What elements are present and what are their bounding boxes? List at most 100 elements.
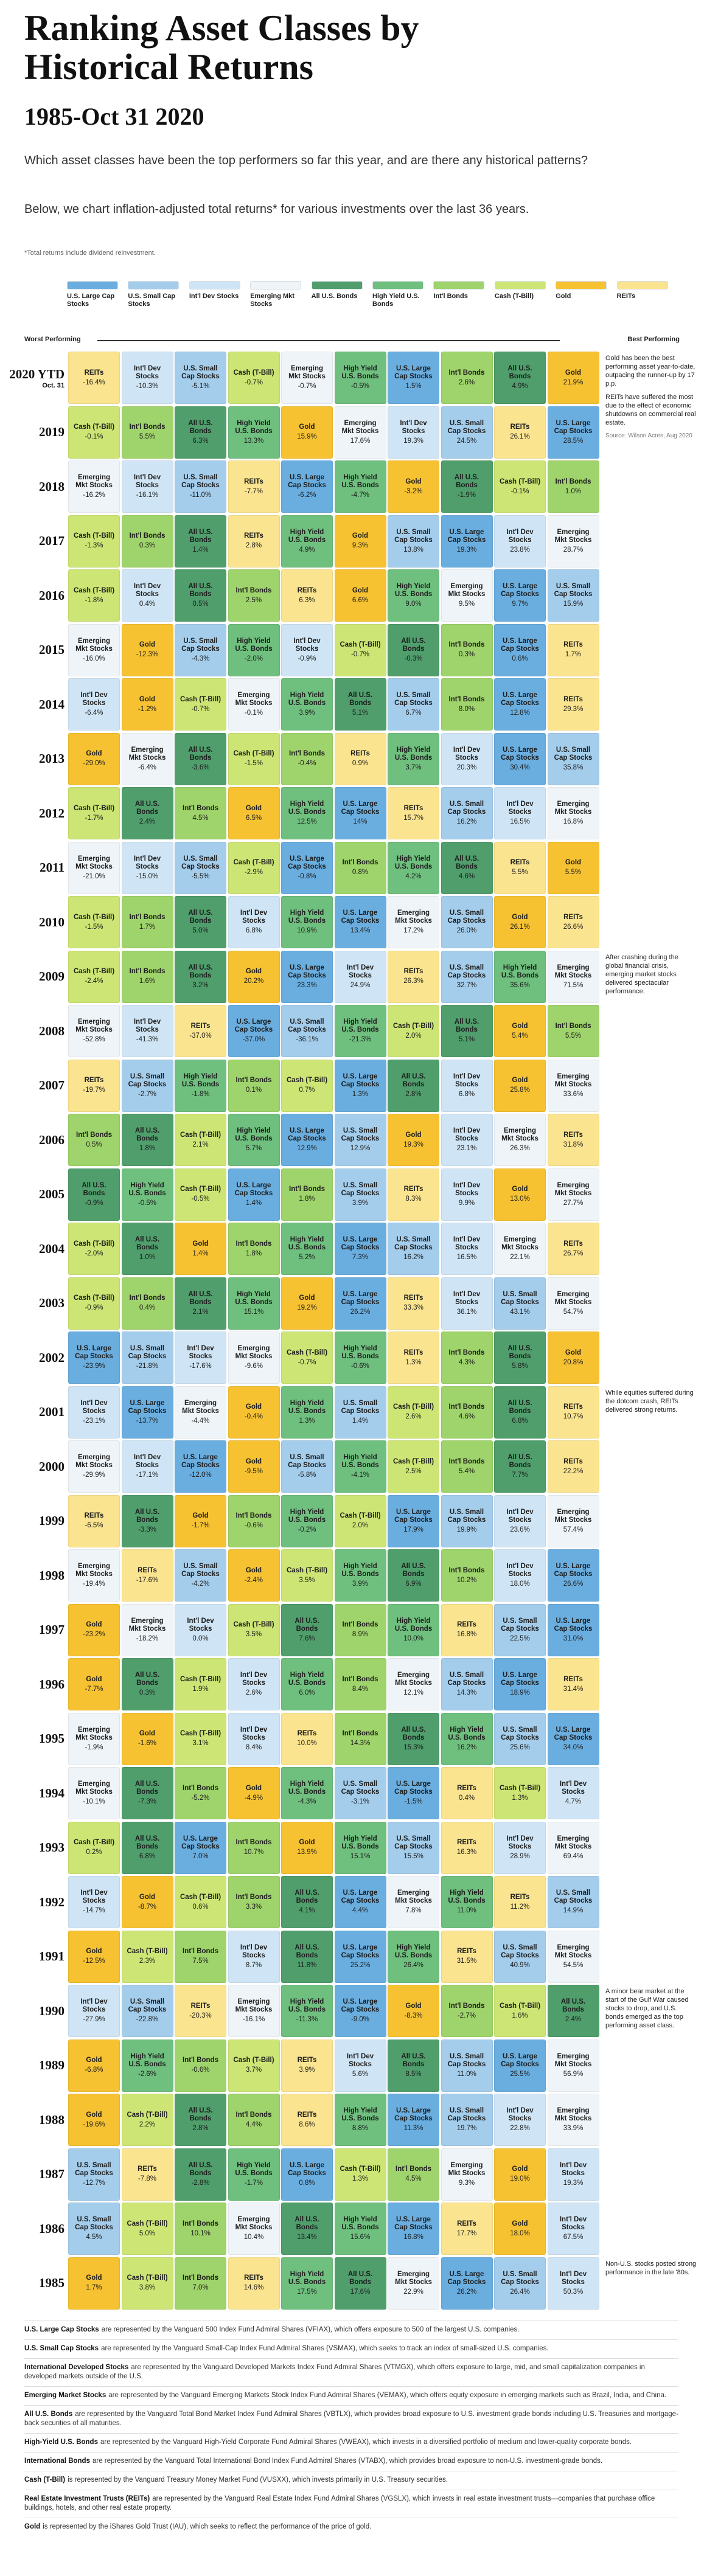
asset-name: REITs bbox=[563, 913, 583, 921]
year-label: 2004 bbox=[39, 1241, 64, 1256]
asset-cell: All U.S. Bonds 5.0% bbox=[175, 896, 226, 948]
asset-cell: Int'l Bonds 7.0% bbox=[175, 2257, 226, 2310]
asset-name: All U.S. Bonds bbox=[188, 1290, 213, 1306]
asset-cell: Gold 1.4% bbox=[175, 1223, 226, 1275]
asset-return: 4.5% bbox=[86, 2234, 102, 2241]
asset-return: 33.6% bbox=[563, 1090, 584, 1098]
asset-name: All U.S. Bonds bbox=[134, 1672, 160, 1687]
asset-return: 26.4% bbox=[403, 1961, 423, 1969]
asset-name: Int'l Bonds bbox=[448, 641, 485, 648]
asset-cell: Gold -1.6% bbox=[121, 1712, 173, 1765]
asset-return: 2.8% bbox=[405, 1090, 422, 1098]
asset-cell: REITs 1.3% bbox=[388, 1331, 439, 1384]
asset-name: U.S. Small Cap Stocks bbox=[341, 1181, 380, 1197]
asset-return: -0.4% bbox=[244, 1413, 263, 1420]
year-note: Oct. 31 bbox=[42, 381, 64, 389]
asset-cell: REITs 29.3% bbox=[547, 678, 599, 731]
asset-cell: REITs -7.7% bbox=[228, 460, 280, 513]
asset-cell: Emerging Mkt Stocks 28.7% bbox=[547, 515, 599, 568]
asset-return: 6.5% bbox=[245, 814, 262, 822]
asset-cell: High Yield U.S. Bonds -4.1% bbox=[334, 1440, 386, 1493]
asset-return: 7.6% bbox=[299, 1634, 315, 1642]
asset-name: All U.S. Bonds bbox=[188, 909, 213, 925]
asset-cell: Gold 19.3% bbox=[388, 1114, 439, 1166]
asset-cell: Int'l Dev Stocks 2.6% bbox=[228, 1658, 280, 1710]
asset-cell: U.S. Large Cap Stocks 1.4% bbox=[228, 1168, 280, 1221]
asset-name: REITs bbox=[457, 1621, 476, 1628]
asset-cell: High Yield U.S. Bonds 15.6% bbox=[334, 2203, 386, 2255]
asset-cell: All U.S. Bonds -0.9% bbox=[68, 1168, 120, 1221]
legend-item: High Yield U.S. Bonds bbox=[372, 281, 431, 308]
asset-cell: Int'l Bonds 10.7% bbox=[228, 1821, 280, 1874]
asset-cell: Emerging Mkt Stocks -0.1% bbox=[228, 678, 280, 731]
asset-name: Int'l Bonds bbox=[448, 1566, 485, 1574]
asset-name: U.S. Small Cap Stocks bbox=[554, 1889, 593, 1904]
asset-cell: U.S. Small Cap Stocks 6.7% bbox=[388, 678, 439, 731]
legend-swatch bbox=[494, 281, 546, 290]
asset-return: -21.0% bbox=[83, 872, 105, 880]
asset-name: High Yield U.S. Bonds bbox=[288, 528, 326, 544]
asset-cell: Gold 13.9% bbox=[281, 1821, 333, 1874]
asset-cell: REITs 17.7% bbox=[441, 2203, 493, 2255]
asset-name: All U.S. Bonds bbox=[294, 1617, 319, 1633]
asset-name: Emerging Mkt Stocks bbox=[75, 1780, 113, 1796]
asset-name: U.S. Small Cap Stocks bbox=[181, 1563, 220, 1578]
asset-name: Emerging Mkt Stocks bbox=[395, 1672, 432, 1687]
asset-return: 26.2% bbox=[350, 1308, 371, 1316]
asset-cell: REITs -37.0% bbox=[175, 1005, 226, 1057]
legend-swatch bbox=[189, 281, 240, 290]
asset-name: U.S. Large Cap Stocks bbox=[341, 1236, 380, 1251]
year-row: 1993 Cash (T-Bill) 0.2% All U.S. Bonds 6.8% U… bbox=[0, 1821, 704, 1876]
asset-cell: REITs 26.3% bbox=[388, 950, 439, 1003]
asset-cell: U.S. Small Cap Stocks -21.8% bbox=[121, 1331, 173, 1384]
asset-cell: Cash (T-Bill) 0.6% bbox=[175, 1876, 226, 1928]
asset-cell: Int'l Dev Stocks 4.7% bbox=[547, 1767, 599, 1819]
asset-return: 12.5% bbox=[297, 818, 317, 825]
asset-cell: All U.S. Bonds 13.4% bbox=[281, 2203, 333, 2255]
asset-cell: U.S. Small Cap Stocks -3.1% bbox=[334, 1767, 386, 1819]
annotation-text: While equities suffered during the dotco… bbox=[605, 1389, 694, 1414]
asset-name: Int'l Bonds bbox=[129, 1294, 166, 1302]
asset-cell: Cash (T-Bill) 0.7% bbox=[281, 1059, 333, 1112]
asset-return: -0.3% bbox=[404, 654, 423, 662]
asset-name: Emerging Mkt Stocks bbox=[554, 2052, 592, 2068]
asset-cell: High Yield U.S. Bonds 10.0% bbox=[388, 1603, 439, 1656]
asset-return: 1.6% bbox=[512, 2012, 528, 2019]
asset-cell: Int'l Bonds 0.3% bbox=[441, 623, 493, 676]
asset-return: 57.4% bbox=[563, 1526, 584, 1533]
asset-return: 4.6% bbox=[458, 872, 475, 880]
asset-name: High Yield U.S. Bonds bbox=[235, 637, 273, 653]
asset-name: Int'l Bonds bbox=[448, 2002, 485, 2010]
year: 2008 bbox=[5, 1005, 64, 1057]
asset-return: 25.6% bbox=[510, 1743, 530, 1751]
year: 1995 bbox=[5, 1713, 64, 1765]
asset-name: U.S. Small Cap Stocks bbox=[501, 1726, 539, 1741]
asset-name: U.S. Small Cap Stocks bbox=[447, 800, 486, 816]
asset-name: Int'l Dev Stocks bbox=[346, 963, 374, 979]
asset-cell: Int'l Dev Stocks 8.7% bbox=[228, 1930, 280, 1983]
asset-name: U.S. Large Cap Stocks bbox=[181, 1835, 220, 1850]
asset-name: All U.S. Bonds bbox=[134, 1508, 160, 1524]
asset-cell: All U.S. Bonds -2.8% bbox=[175, 2148, 226, 2201]
year: 1999 bbox=[5, 1495, 64, 1547]
asset-return: -16.4% bbox=[83, 378, 105, 386]
asset-return: 2.4% bbox=[139, 818, 156, 825]
asset-return: 13.4% bbox=[297, 2234, 317, 2241]
asset-name: U.S. Small Cap Stocks bbox=[341, 1399, 380, 1415]
year-label: 2000 bbox=[39, 1459, 64, 1474]
asset-name: High Yield U.S. Bonds bbox=[128, 2052, 166, 2068]
asset-return: 6.8% bbox=[512, 1417, 528, 1425]
asset-cell: Int'l Bonds -0.6% bbox=[175, 2039, 226, 2092]
annotation-text: Gold has been the best performing asset … bbox=[605, 355, 695, 387]
year: 1985 bbox=[5, 2257, 64, 2310]
asset-return: 4.4% bbox=[245, 2120, 262, 2128]
asset-return: 1.3% bbox=[299, 1417, 315, 1425]
year-row: 1995 Emerging Mkt Stocks -1.9% Gold -1.6% Cas… bbox=[0, 1712, 704, 1768]
asset-cell: Int'l Dev Stocks -17.6% bbox=[175, 1331, 226, 1384]
asset-return: 5.4% bbox=[512, 1032, 528, 1040]
year: 1997 bbox=[5, 1604, 64, 1656]
asset-return: -10.3% bbox=[136, 383, 159, 390]
asset-cell: Cash (T-Bill) 3.5% bbox=[281, 1549, 333, 1602]
year-row: 1996 Gold -7.7% All U.S. Bonds 0.3% Cash (T-B… bbox=[0, 1658, 704, 1713]
asset-name: U.S. Small Cap Stocks bbox=[501, 2270, 539, 2286]
